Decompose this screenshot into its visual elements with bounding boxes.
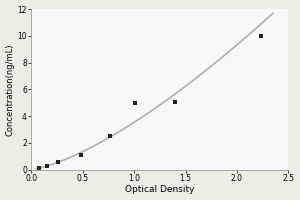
Point	[37, 167, 42, 170]
Point	[173, 100, 178, 104]
Point	[258, 34, 263, 37]
Y-axis label: Concentration(ng/mL): Concentration(ng/mL)	[6, 43, 15, 136]
Point	[133, 102, 137, 105]
Point	[56, 161, 60, 164]
Point	[78, 154, 83, 157]
Point	[44, 165, 49, 168]
Point	[108, 134, 113, 138]
X-axis label: Optical Density: Optical Density	[125, 185, 194, 194]
